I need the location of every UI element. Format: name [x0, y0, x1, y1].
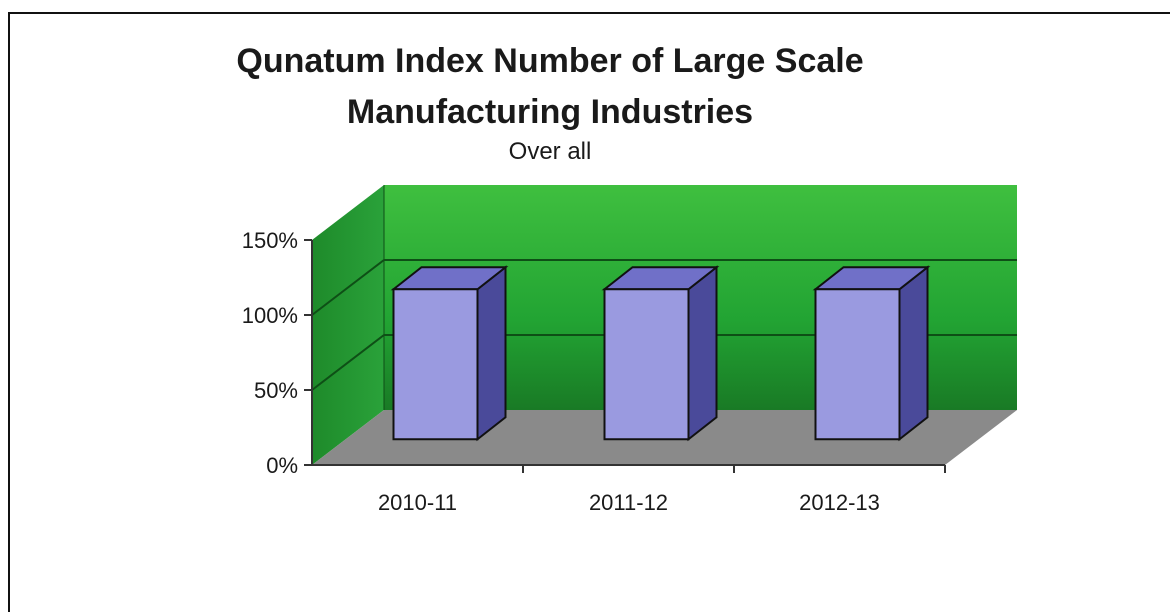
bar-side	[476, 265, 507, 442]
x-tick-label: 2010-11	[378, 490, 457, 515]
y-tick-label: 150%	[242, 228, 298, 253]
bar	[603, 288, 690, 441]
bar-side	[898, 265, 929, 442]
chart-subtitle: Over all	[508, 138, 592, 165]
chart-title-line2: Manufacturing Industries	[346, 93, 754, 131]
bar-side	[687, 265, 718, 442]
bar	[814, 288, 901, 441]
y-tick-label: 100%	[242, 303, 298, 328]
y-tick-label: 50%	[254, 378, 298, 403]
x-tick-label: 2011-12	[589, 490, 668, 515]
gridline-side	[311, 259, 385, 316]
x-tick-label: 2012-13	[799, 490, 880, 515]
y-tick-label: 0%	[266, 453, 298, 478]
gridline-side	[311, 334, 385, 391]
side-wall	[312, 185, 384, 465]
chart-title-line1: Qunatum Index Number of Large Scale	[236, 42, 864, 80]
bar	[392, 288, 479, 441]
